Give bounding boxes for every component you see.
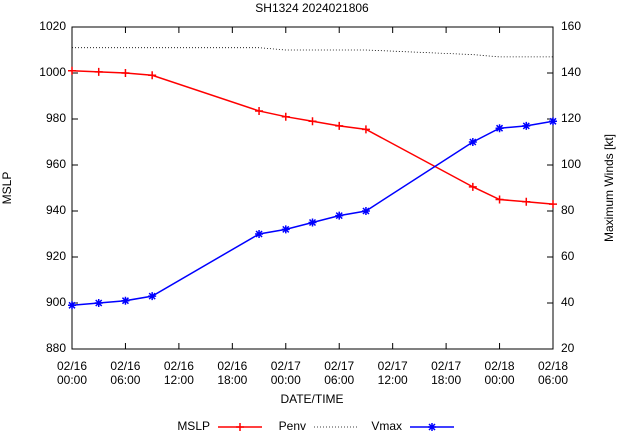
marker [495,195,504,204]
x-tick-label: 02/17 18:00 [431,359,462,387]
y-tick-label: 880 [46,341,66,355]
legend-label: Penv [279,419,306,432]
y-tick-label: 1000 [39,65,66,79]
marker [94,67,103,76]
x-tick-label: 02/18 06:00 [537,359,569,387]
marker [148,71,157,80]
y-tick-label: 960 [46,157,66,171]
marker [148,292,157,301]
y-tick-label: 940 [46,203,66,217]
marker [549,117,557,126]
x-tick-label: 02/16 18:00 [217,359,248,387]
marker [468,138,477,146]
y2-tick-label: 80 [561,203,575,217]
marker [495,124,504,133]
y2-tick-label: 120 [561,111,581,125]
x-tick-label: 02/17 12:00 [377,359,408,387]
y2-tick-label: 60 [561,249,575,263]
marker [335,211,344,220]
x-tick-label: 02/17 06:00 [324,359,355,387]
y-tick-label: 980 [46,111,66,125]
marker [468,182,477,191]
series-line [72,47,553,58]
y2-axis-label: Maximum Winds [kt] [602,134,616,242]
marker [68,301,76,310]
y2-tick-label: 100 [561,157,581,171]
marker [522,121,531,130]
marker [255,230,264,238]
marker [522,197,531,206]
marker [281,225,290,234]
marker [255,106,264,115]
legend-marker [236,423,244,431]
marker [549,200,557,209]
y-axis-label: MSLP [0,172,14,205]
y2-tick-label: 40 [561,295,575,309]
x-tick-label: 02/16 00:00 [56,359,88,387]
marker [361,125,370,134]
marker [335,121,344,130]
marker [361,207,370,215]
x-tick-label: 02/18 00:00 [484,359,515,387]
x-tick-label: 02/16 06:00 [110,359,141,387]
legend-label: Vmax [371,419,402,432]
x-tick-label: 02/16 12:00 [163,359,194,387]
y2-tick-label: 20 [561,341,575,355]
plot-frame [71,26,554,350]
legend-marker [428,423,436,431]
x-axis-label: DATE/TIME [280,392,343,406]
y-tick-label: 920 [46,249,66,263]
marker [94,299,103,307]
y2-tick-label: 140 [561,65,581,79]
y-tick-label: 1020 [39,19,66,33]
marker [121,69,130,77]
marker [281,112,290,121]
marker [68,66,76,75]
y-tick-label: 900 [46,295,66,309]
x-tick-label: 02/17 00:00 [270,359,301,387]
marker [308,218,317,227]
marker [308,117,317,126]
legend-label: MSLP [177,419,210,432]
marker [121,296,130,305]
y2-tick-label: 160 [561,19,581,33]
series-line [71,120,554,307]
chart-title: SH1324 2024021806 [255,1,369,15]
